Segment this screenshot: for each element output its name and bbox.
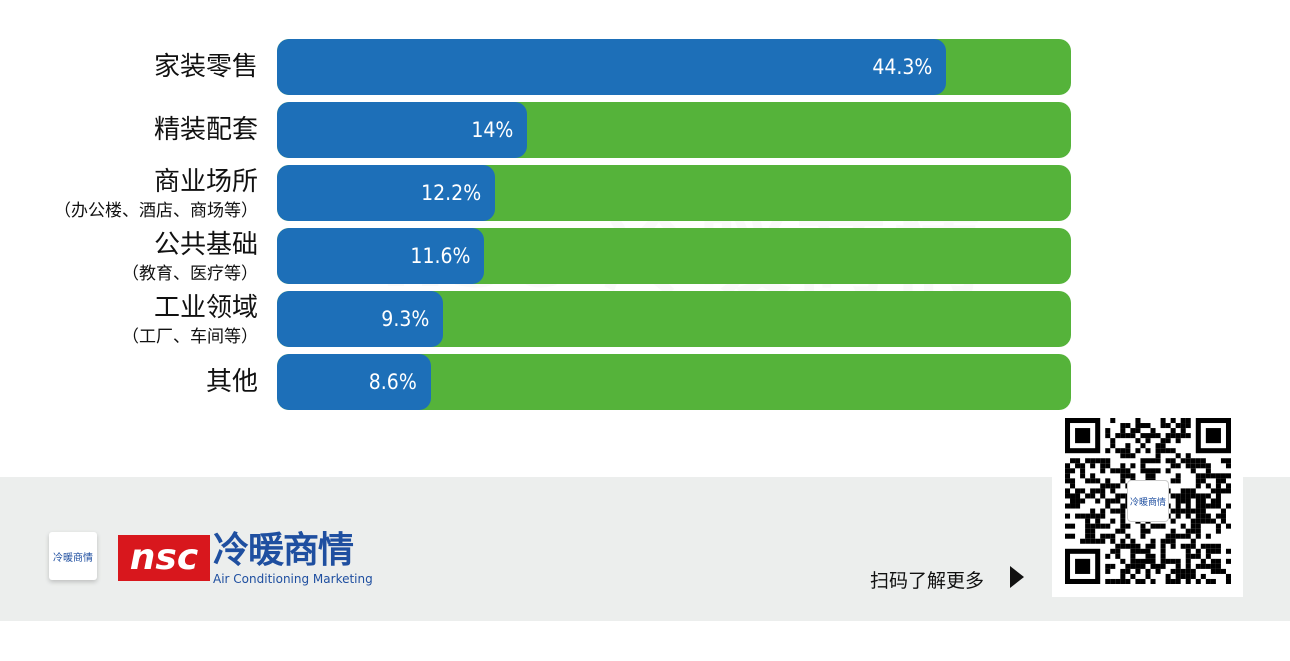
bar-track: 44.3% xyxy=(277,39,1071,95)
data-label: 8.6% xyxy=(368,370,417,394)
category-sublabel: （教育、医疗等） xyxy=(122,264,258,284)
category-label: 工业领域 xyxy=(153,293,258,323)
logo-chinese-text: 冷暖商情 xyxy=(213,530,354,571)
scan-prompt: 扫码了解更多 xyxy=(870,570,985,592)
brand-badge: 冷暖商情 xyxy=(49,532,97,580)
nsc-logo: nsc xyxy=(118,535,210,581)
qr-code-card[interactable]: 冷暖商情 xyxy=(1052,410,1243,597)
data-label: 12.2% xyxy=(421,181,482,205)
data-label: 9.3% xyxy=(381,307,430,331)
category-label: 家装零售 xyxy=(153,52,258,82)
category-label: 公共基础 xyxy=(153,230,258,260)
qr-logo-text: 冷暖商情 xyxy=(1129,497,1166,508)
logo-english-text: Air Conditioning Marketing xyxy=(213,572,373,586)
qr-code[interactable] xyxy=(1065,418,1231,584)
bar-track: 11.6% xyxy=(277,228,1071,284)
category-label: 商业场所 xyxy=(153,167,258,197)
bar xyxy=(277,291,444,347)
bar xyxy=(277,165,496,221)
arrow-right-icon xyxy=(1010,566,1024,588)
bar xyxy=(277,228,485,284)
category-label: 其他 xyxy=(205,367,258,397)
bar xyxy=(277,102,528,158)
category-sublabel: （工厂、车间等） xyxy=(122,327,258,347)
data-label: 44.3% xyxy=(872,55,933,79)
bar-track: 8.6% xyxy=(277,354,1071,410)
bar xyxy=(277,354,431,410)
qr-center-logo: 冷暖商情 xyxy=(1127,480,1169,522)
bar-track: 9.3% xyxy=(277,291,1071,347)
category-label: 精装配套 xyxy=(153,115,258,145)
badge-text: 冷暖商情 xyxy=(53,552,93,564)
category-sublabel: （办公楼、酒店、商场等） xyxy=(54,201,258,221)
bar-track: 14% xyxy=(277,102,1071,158)
data-label: 14% xyxy=(471,118,514,142)
bar xyxy=(277,39,947,95)
bar-track: 12.2% xyxy=(277,165,1071,221)
data-label: 11.6% xyxy=(410,244,471,268)
